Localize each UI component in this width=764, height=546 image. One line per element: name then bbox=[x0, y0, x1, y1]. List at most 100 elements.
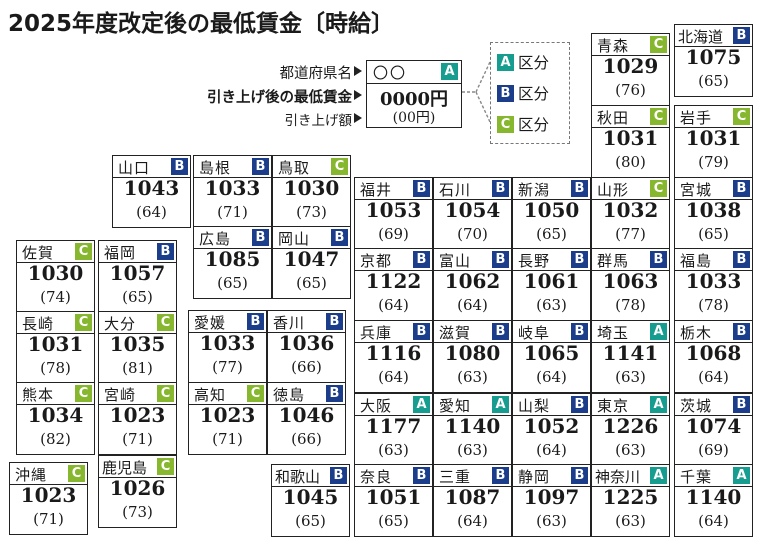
prefecture-header: 福島 B bbox=[675, 249, 752, 271]
prefecture-name: 福島 bbox=[680, 252, 713, 270]
grade-badge: A bbox=[650, 467, 667, 484]
prefecture-header: 宮城 B bbox=[675, 178, 752, 200]
prefecture-name: 香川 bbox=[273, 314, 306, 332]
grade-badge: B bbox=[571, 180, 588, 197]
wage-increase: (73) bbox=[122, 503, 153, 521]
prefecture-name: 宮崎 bbox=[104, 386, 137, 404]
grade-key-label: 区分 bbox=[518, 116, 550, 134]
prefecture-header: 佐賀 C bbox=[17, 241, 94, 263]
grade-badge: B bbox=[571, 251, 588, 268]
grade-badge: C bbox=[157, 314, 174, 331]
prefecture-header: 茨城 B bbox=[675, 394, 752, 416]
prefecture-card: 三重 B 1087 (64) bbox=[433, 464, 512, 537]
legend-example-name: 〇〇 bbox=[373, 64, 408, 82]
minimum-wage: 1031 bbox=[685, 126, 742, 150]
grade-badge: C bbox=[331, 158, 348, 175]
grade-key-label: 区分 bbox=[518, 54, 550, 72]
prefecture-card: 岐阜 B 1065 (64) bbox=[512, 320, 591, 393]
prefecture-card: 山梨 B 1052 (64) bbox=[512, 393, 591, 466]
minimum-wage: 1116 bbox=[365, 341, 422, 365]
grade-badge: B bbox=[252, 229, 269, 246]
minimum-wage: 1032 bbox=[602, 198, 659, 222]
minimum-wage: 1031 bbox=[602, 126, 659, 150]
prefecture-card: 香川 B 1036 (66) bbox=[267, 310, 346, 383]
minimum-wage: 1097 bbox=[523, 485, 580, 509]
prefecture-name: 鹿児島 bbox=[102, 459, 148, 477]
grade-badge: B bbox=[733, 323, 750, 340]
grade-badge: B bbox=[733, 180, 750, 197]
prefecture-name: 石川 bbox=[439, 181, 472, 199]
prefecture-name: 神奈川 bbox=[595, 468, 641, 486]
prefecture-card: 新潟 B 1050 (65) bbox=[512, 177, 591, 250]
wage-increase: (63) bbox=[457, 441, 488, 459]
prefecture-card: 千葉 A 1140 (64) bbox=[674, 464, 753, 537]
prefecture-name: 山形 bbox=[597, 181, 630, 199]
grade-badge: A bbox=[650, 323, 667, 340]
prefecture-card: 石川 B 1054 (70) bbox=[433, 177, 512, 250]
wage-increase: (66) bbox=[291, 358, 322, 376]
wage-increase: (65) bbox=[536, 225, 567, 243]
prefecture-name: 秋田 bbox=[597, 109, 630, 127]
grade-badge: C bbox=[650, 36, 667, 53]
minimum-wage: 1036 bbox=[278, 331, 335, 355]
minimum-wage: 1043 bbox=[123, 176, 180, 200]
wage-increase: (64) bbox=[378, 368, 409, 386]
prefecture-name: 岡山 bbox=[278, 230, 311, 248]
wage-increase: (73) bbox=[296, 203, 327, 221]
grade-badge: B bbox=[171, 158, 188, 175]
minimum-wage: 1140 bbox=[685, 485, 742, 509]
minimum-wage: 1122 bbox=[365, 269, 422, 293]
prefecture-name: 佐賀 bbox=[22, 244, 55, 262]
grade-key: A 区分 B 区分 C 区分 bbox=[490, 42, 570, 144]
minimum-wage: 1062 bbox=[444, 269, 501, 293]
grade-badge: C bbox=[68, 465, 85, 482]
prefecture-header: 兵庫 B bbox=[355, 321, 432, 343]
wage-increase: (64) bbox=[698, 512, 729, 530]
prefecture-card: 埼玉 A 1141 (63) bbox=[591, 320, 670, 393]
wage-increase: (69) bbox=[698, 441, 729, 459]
prefecture-header: 大分 C bbox=[99, 312, 176, 334]
grade-badge: B bbox=[571, 323, 588, 340]
grade-badge: B bbox=[492, 251, 509, 268]
prefecture-card: 秋田 C 1031 (80) bbox=[591, 105, 670, 178]
wage-increase: (70) bbox=[457, 225, 488, 243]
prefecture-card: 大分 C 1035 (81) bbox=[98, 311, 177, 384]
minimum-wage: 1023 bbox=[199, 403, 256, 427]
prefecture-header: 徳島 B bbox=[268, 383, 345, 405]
prefecture-card: 大阪 A 1177 (63) bbox=[354, 393, 433, 466]
prefecture-card: 長崎 C 1031 (78) bbox=[16, 311, 95, 384]
grade-badge: C bbox=[75, 385, 92, 402]
prefecture-card: 佐賀 C 1030 (74) bbox=[16, 240, 95, 313]
wage-increase: (65) bbox=[217, 274, 248, 292]
prefecture-card: 岡山 B 1047 (65) bbox=[272, 226, 351, 299]
prefecture-header: 香川 B bbox=[268, 311, 345, 333]
prefecture-header: 宮崎 C bbox=[99, 383, 176, 405]
prefecture-name: 三重 bbox=[439, 468, 472, 486]
grade-key-a: A 区分 bbox=[497, 51, 549, 73]
wage-increase: (78) bbox=[615, 296, 646, 314]
prefecture-card: 鳥取 C 1030 (73) bbox=[272, 155, 351, 228]
minimum-wage: 1085 bbox=[204, 247, 261, 271]
prefecture-name: 福井 bbox=[360, 181, 393, 199]
minimum-wage: 1029 bbox=[602, 54, 659, 78]
arrow-right-icon bbox=[354, 90, 362, 100]
wage-increase: (79) bbox=[698, 153, 729, 171]
minimum-wage: 1052 bbox=[523, 414, 580, 438]
grade-badge: C bbox=[650, 108, 667, 125]
grade-badge: B bbox=[733, 27, 750, 44]
grade-key-b: B 区分 bbox=[497, 82, 549, 104]
wage-increase: (81) bbox=[122, 359, 153, 377]
prefecture-name: 埼玉 bbox=[597, 324, 630, 342]
minimum-wage: 1140 bbox=[444, 414, 501, 438]
prefecture-card: 青森 C 1029 (76) bbox=[591, 33, 670, 106]
minimum-wage: 1225 bbox=[602, 485, 659, 509]
minimum-wage: 1226 bbox=[602, 414, 659, 438]
minimum-wage: 1033 bbox=[685, 269, 742, 293]
prefecture-header: 石川 B bbox=[434, 178, 511, 200]
prefecture-name: 兵庫 bbox=[360, 324, 393, 342]
prefecture-card: 岩手 C 1031 (79) bbox=[674, 105, 753, 178]
grade-badge: B bbox=[492, 467, 509, 484]
prefecture-card: 滋賀 B 1080 (63) bbox=[433, 320, 512, 393]
minimum-wage: 1051 bbox=[365, 485, 422, 509]
prefecture-header: 埼玉 A bbox=[592, 321, 669, 343]
